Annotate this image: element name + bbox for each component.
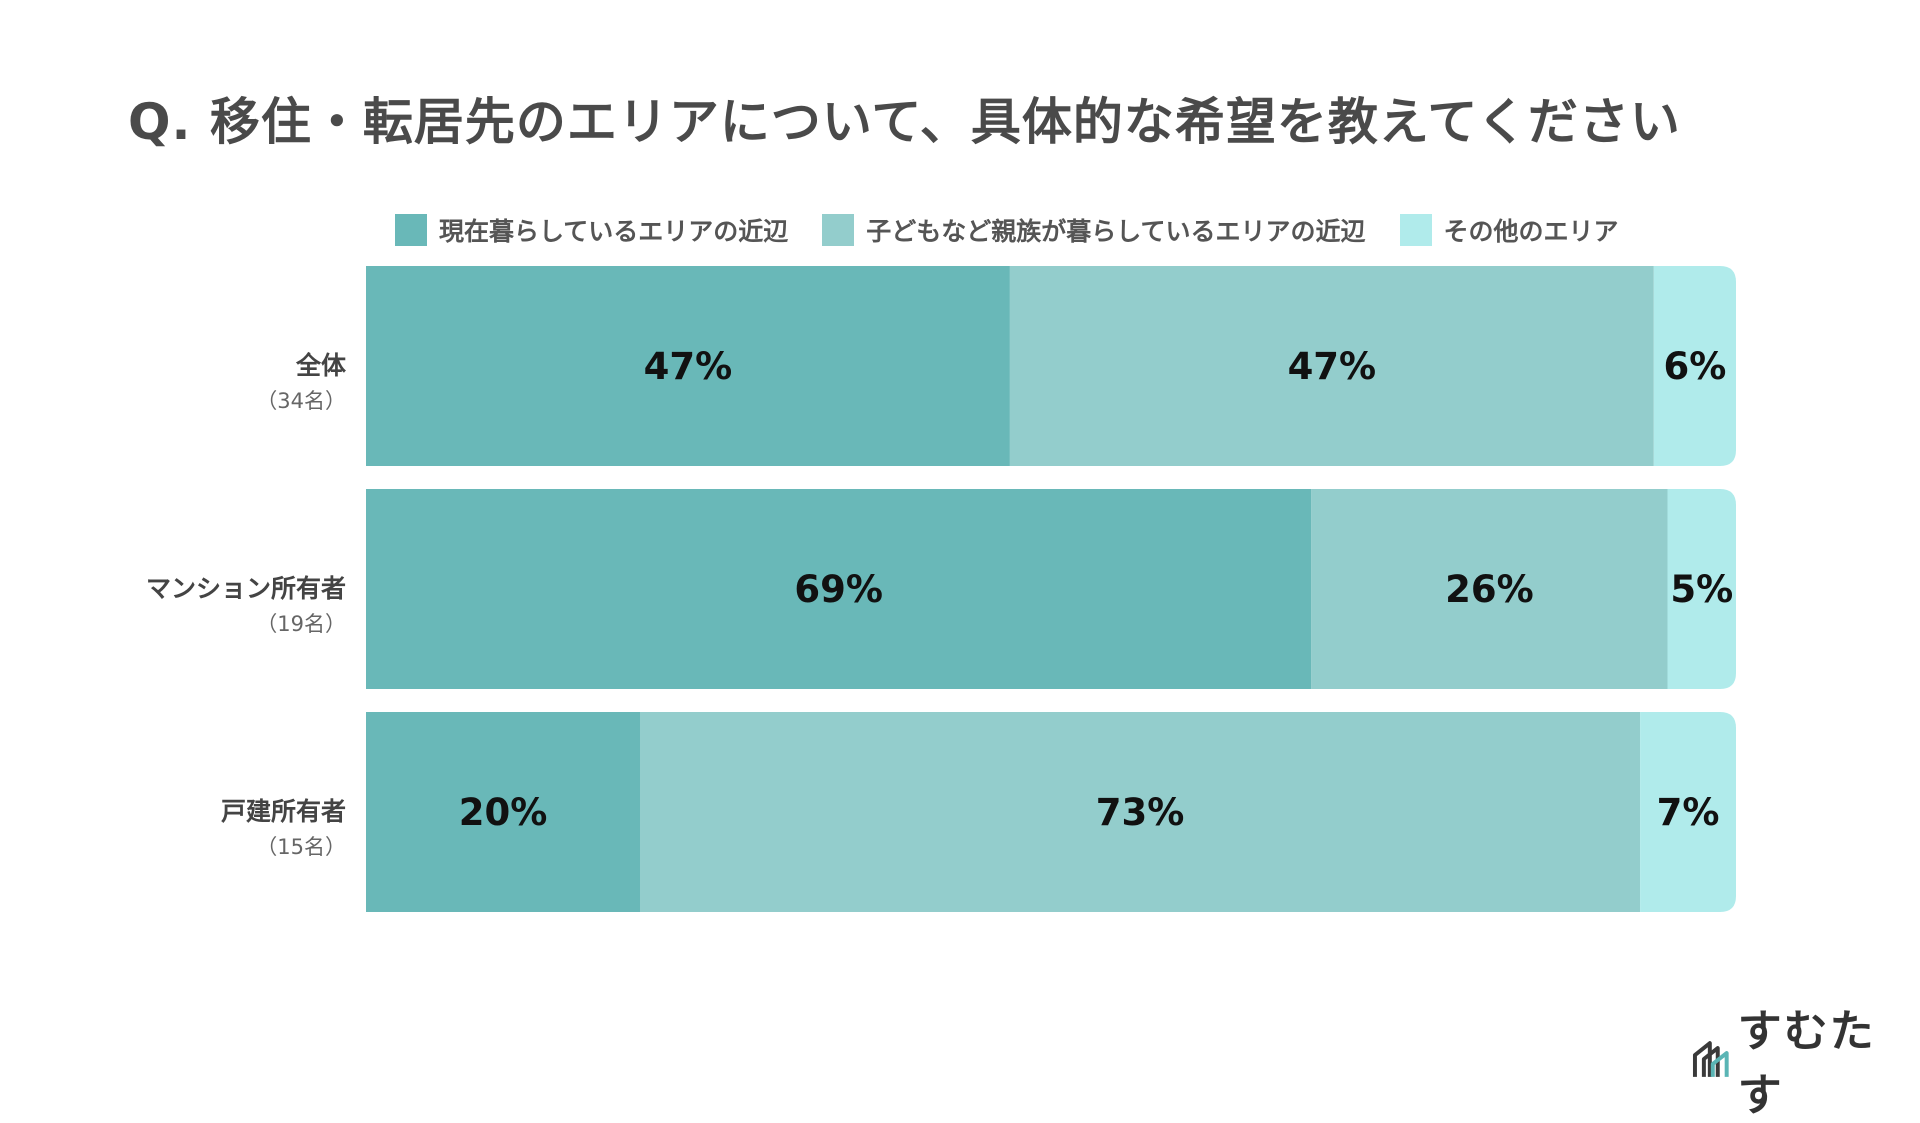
data-label-current-area: 20%: [459, 791, 548, 834]
bar-segment-current-area: [366, 266, 1010, 466]
brand-logo: すむたす: [1690, 995, 1920, 1123]
data-label-other-area: 5%: [1670, 568, 1733, 611]
data-label-current-area: 47%: [644, 345, 733, 388]
house-logo-icon: [1692, 1041, 1729, 1077]
category-label: 戸建所有者: [221, 797, 346, 826]
chart-title: Q. 移住・転居先のエリアについて、具体的な希望を教えてください: [128, 93, 1681, 151]
category-label: マンション所有者: [146, 574, 346, 603]
bar-segment-relatives-area: [1311, 489, 1668, 689]
category-count: （19名）: [256, 612, 346, 636]
legend-swatch-current-area: [395, 214, 427, 246]
data-label-relatives-area: 47%: [1288, 345, 1377, 388]
category-label: 全体: [295, 351, 347, 380]
data-label-other-area: 6%: [1663, 345, 1726, 388]
bar-segment-other-area: [1667, 489, 1736, 689]
bar-row: [366, 712, 1736, 912]
legend-label-current-area: 現在暮らしているエリアの近辺: [439, 217, 789, 246]
legend-swatch-relatives-area: [822, 214, 855, 246]
data-label-current-area: 69%: [794, 568, 883, 611]
bar-row: [366, 266, 1736, 466]
brand-name: すむたす: [1737, 1006, 1876, 1121]
legend-item-other-area: その他のエリア: [1399, 212, 1619, 248]
category-count: （34名）: [256, 389, 346, 413]
legend-label-relatives-area: 子どもなど親族が暮らしているエリアの近辺: [866, 217, 1366, 246]
bar-segment-current-area: [366, 712, 640, 912]
data-label-relatives-area: 26%: [1445, 568, 1534, 611]
legend-item-current-area: 現在暮らしているエリアの近辺: [395, 212, 788, 248]
bar-segment-other-area: [1640, 712, 1736, 912]
stacked-bar-chart: 47% 47% 6% 全体 （34名） 69% 26% 5% マンション所有者 （19名） 20% 7…: [146, 266, 1736, 912]
bar-row: [366, 489, 1736, 689]
data-label-relatives-area: 73%: [1096, 791, 1185, 834]
legend-label-other-area: その他のエリア: [1443, 217, 1619, 246]
data-label-other-area: 7%: [1657, 791, 1720, 834]
bar-segment-relatives-area: [640, 712, 1641, 912]
bar-segment-current-area: [366, 489, 1312, 689]
legend-item-relatives-area: 子どもなど親族が暮らしているエリアの近辺: [822, 212, 1366, 248]
bar-segment-relatives-area: [1009, 266, 1654, 466]
legend-swatch-other-area: [1399, 214, 1432, 246]
legend: 現在暮らしているエリアの近辺 子どもなど親族が暮らしているエリアの近辺 その他の…: [395, 212, 1619, 248]
category-count: （15名）: [256, 835, 346, 859]
bar-segment-other-area: [1653, 266, 1736, 466]
